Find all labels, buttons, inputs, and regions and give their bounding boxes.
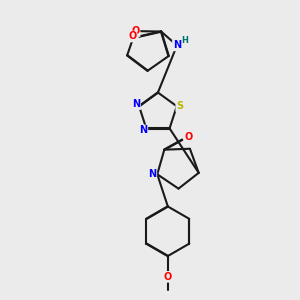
Text: O: O: [164, 272, 172, 282]
Text: H: H: [182, 36, 188, 45]
Text: O: O: [128, 32, 136, 41]
Text: N: N: [139, 125, 147, 135]
Text: N: N: [173, 40, 181, 50]
Text: S: S: [176, 101, 183, 111]
Text: O: O: [131, 26, 140, 36]
Text: O: O: [185, 132, 193, 142]
Text: N: N: [132, 99, 140, 109]
Text: N: N: [148, 169, 156, 179]
